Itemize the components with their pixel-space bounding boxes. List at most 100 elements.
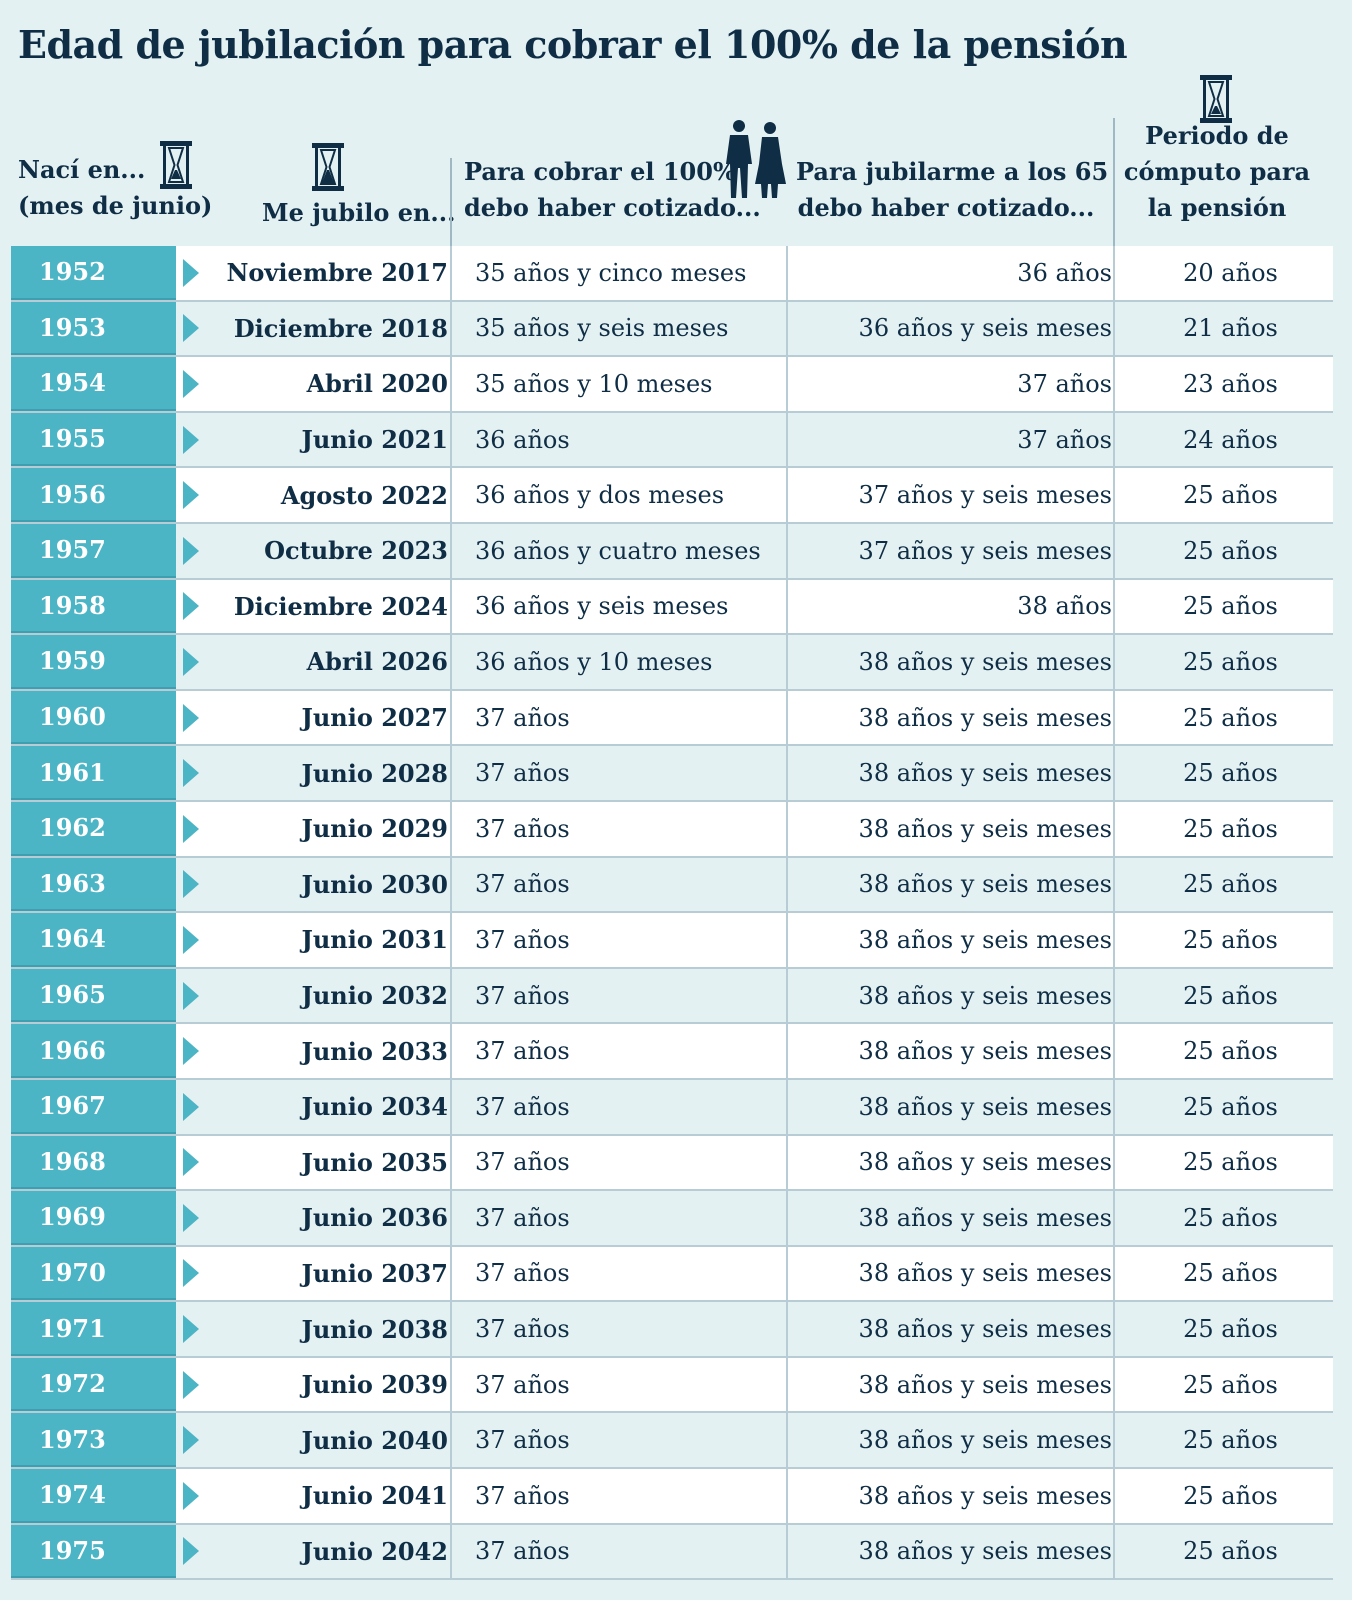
table-row: 1973 Junio 2040 37 años 38 años y seis mese… <box>11 1413 1333 1470</box>
column-divider <box>786 412 788 467</box>
birth-year: 1966 <box>11 1024 176 1078</box>
contribution-at-65: 37 años y seis meses <box>858 481 1112 510</box>
computation-period: 25 años <box>1183 703 1278 732</box>
computation-period: 25 años <box>1183 981 1278 1010</box>
column-divider <box>1113 635 1115 689</box>
contribution-full: 37 años <box>475 981 570 1010</box>
table-header: Nací en... (mes de junio) Me jubilo en..… <box>0 75 1352 246</box>
column-divider <box>450 746 452 800</box>
retirement-date: Junio 2021 <box>301 425 448 455</box>
header-born-line1: Nací en... <box>18 155 146 184</box>
header-65-line1: Para jubilarme a los 65 <box>796 157 1109 186</box>
birth-year: 1963 <box>11 857 176 912</box>
retirement-date: Agosto 2022 <box>280 480 448 510</box>
contribution-full: 37 años <box>475 1037 570 1066</box>
column-divider <box>450 1079 452 1134</box>
contribution-at-65: 38 años y seis meses <box>858 1092 1112 1121</box>
column-divider <box>450 1524 452 1579</box>
page-title: Edad de jubilación para cobrar el 100% d… <box>18 22 1128 67</box>
header-divider <box>450 158 452 246</box>
column-divider <box>1113 690 1115 745</box>
column-divider <box>450 1135 452 1190</box>
column-divider <box>450 412 452 467</box>
computation-period: 25 años <box>1183 1037 1278 1066</box>
birth-year: 1973 <box>11 1413 176 1468</box>
column-divider <box>786 968 788 1023</box>
retirement-date: Junio 2037 <box>301 1258 448 1288</box>
contribution-at-65: 37 años y seis meses <box>858 536 1112 565</box>
row-arrow-icon <box>176 635 206 689</box>
column-divider <box>786 1135 788 1190</box>
header-period: Periodo de cómputo para la pensión <box>1113 118 1321 226</box>
contribution-at-65: 38 años y seis meses <box>858 1315 1112 1344</box>
contribution-full: 37 años <box>475 1259 570 1288</box>
column-divider <box>1113 301 1115 356</box>
row-arrow-icon <box>176 302 206 356</box>
contribution-full: 37 años <box>475 759 570 788</box>
birth-year: 1959 <box>11 635 176 689</box>
contribution-at-65: 38 años y seis meses <box>858 814 1112 843</box>
column-divider <box>450 801 452 856</box>
contribution-full: 36 años y dos meses <box>475 481 725 510</box>
contribution-full: 35 años y cinco meses <box>475 258 747 287</box>
table-row: 1954 Abril 2020 35 años y 10 meses 37 años 2… <box>11 357 1333 413</box>
row-arrow-icon <box>176 858 206 912</box>
contribution-at-65: 36 años y seis meses <box>858 314 1112 343</box>
birth-year: 1952 <box>11 246 176 300</box>
column-divider <box>786 746 788 800</box>
table-row: 1953 Diciembre 2018 35 años y seis meses 36… <box>11 301 1333 358</box>
column-divider <box>1113 1191 1115 1245</box>
contribution-full: 35 años y 10 meses <box>475 369 713 398</box>
column-divider <box>450 357 452 411</box>
contribution-at-65: 38 años y seis meses <box>858 1148 1112 1177</box>
column-divider <box>1113 746 1115 800</box>
contribution-at-65: 38 años y seis meses <box>858 1203 1112 1232</box>
retirement-date: Junio 2030 <box>301 869 448 899</box>
row-arrow-icon <box>176 1469 206 1523</box>
birth-year: 1962 <box>11 801 176 856</box>
retirement-date: Junio 2041 <box>301 1481 448 1511</box>
table-row: 1961 Junio 2028 37 años 38 años y seis mese… <box>11 746 1333 802</box>
column-divider <box>450 246 452 300</box>
retirement-date: Junio 2034 <box>301 1092 448 1122</box>
contribution-at-65: 38 años y seis meses <box>858 759 1112 788</box>
contribution-at-65: 38 años y seis meses <box>858 1037 1112 1066</box>
column-divider <box>786 690 788 745</box>
table-row: 1955 Junio 2021 36 años 37 años 24 años <box>11 412 1333 469</box>
birth-year: 1968 <box>11 1135 176 1190</box>
column-divider <box>1113 246 1115 300</box>
computation-period: 25 años <box>1183 1537 1278 1566</box>
header-born: Nací en... (mes de junio) <box>18 152 212 224</box>
column-divider <box>786 635 788 689</box>
column-divider <box>450 1413 452 1468</box>
computation-period: 25 años <box>1183 1370 1278 1399</box>
computation-period: 25 años <box>1183 481 1278 510</box>
table-row: 1964 Junio 2031 37 años 38 años y seis mese… <box>11 913 1333 969</box>
column-divider <box>1113 801 1115 856</box>
column-divider <box>786 357 788 411</box>
contribution-at-65: 38 años y seis meses <box>858 870 1112 899</box>
contribution-full: 37 años <box>475 1315 570 1344</box>
contribution-full: 37 años <box>475 1370 570 1399</box>
table-row: 1952 Noviembre 2017 35 años y cinco meses 3… <box>11 246 1333 302</box>
birth-year: 1961 <box>11 746 176 800</box>
column-divider <box>786 1413 788 1468</box>
retirement-date: Junio 2029 <box>301 814 448 844</box>
contribution-full: 36 años y seis meses <box>475 592 729 621</box>
table-row: 1970 Junio 2037 37 años 38 años y seis mese… <box>11 1246 1333 1303</box>
birth-year: 1953 <box>11 301 176 356</box>
column-divider <box>450 1246 452 1301</box>
computation-period: 25 años <box>1183 1315 1278 1344</box>
retirement-date: Junio 2032 <box>301 981 448 1011</box>
contribution-full: 37 años <box>475 1203 570 1232</box>
column-divider <box>450 913 452 967</box>
hourglass-icon-retire <box>312 143 344 191</box>
birth-year: 1967 <box>11 1079 176 1134</box>
birth-year: 1956 <box>11 468 176 522</box>
table-row: 1965 Junio 2032 37 años 38 años y seis mese… <box>11 968 1333 1025</box>
header-period-line2: cómputo para <box>1123 157 1311 186</box>
column-divider <box>1113 1135 1115 1190</box>
column-divider <box>1113 523 1115 578</box>
contribution-at-65: 38 años y seis meses <box>858 1259 1112 1288</box>
contribution-full: 37 años <box>475 1481 570 1510</box>
